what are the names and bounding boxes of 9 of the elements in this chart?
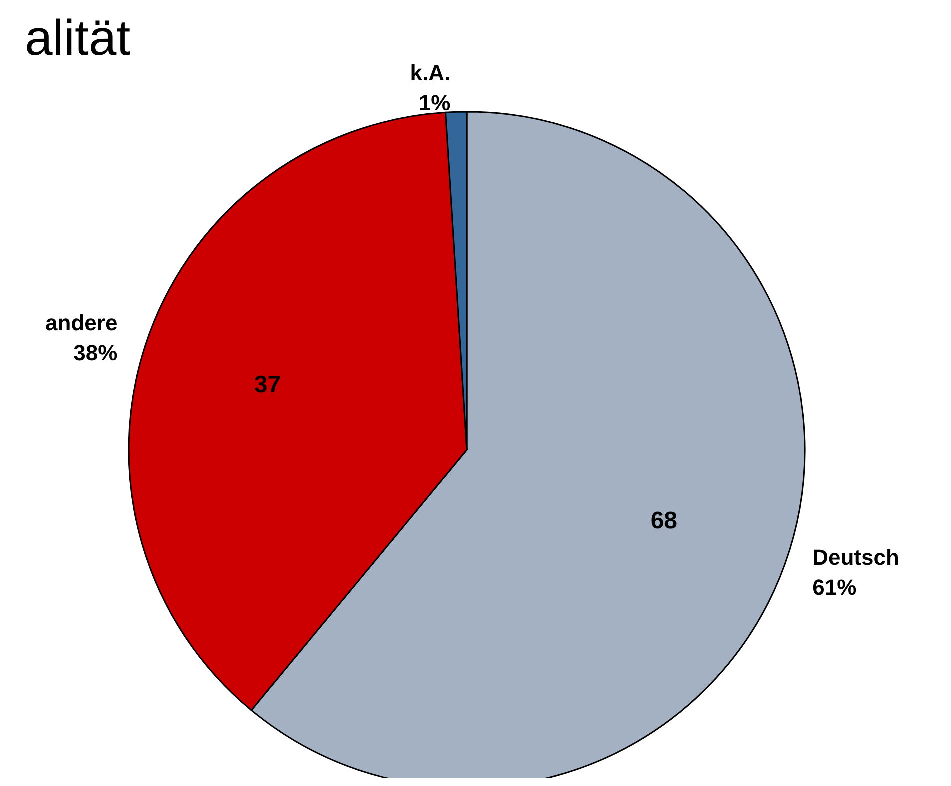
data-label: 38%	[74, 340, 118, 366]
data-label: 61%	[812, 575, 857, 600]
slice-label: Deutsch	[812, 545, 900, 570]
slice-label: andere	[46, 310, 118, 336]
text: 37	[254, 372, 282, 399]
data-label: 1%	[418, 90, 451, 116]
slice-label: k.A.	[410, 60, 451, 86]
chart-title: alität	[25, 10, 131, 66]
text: 68	[650, 507, 678, 534]
